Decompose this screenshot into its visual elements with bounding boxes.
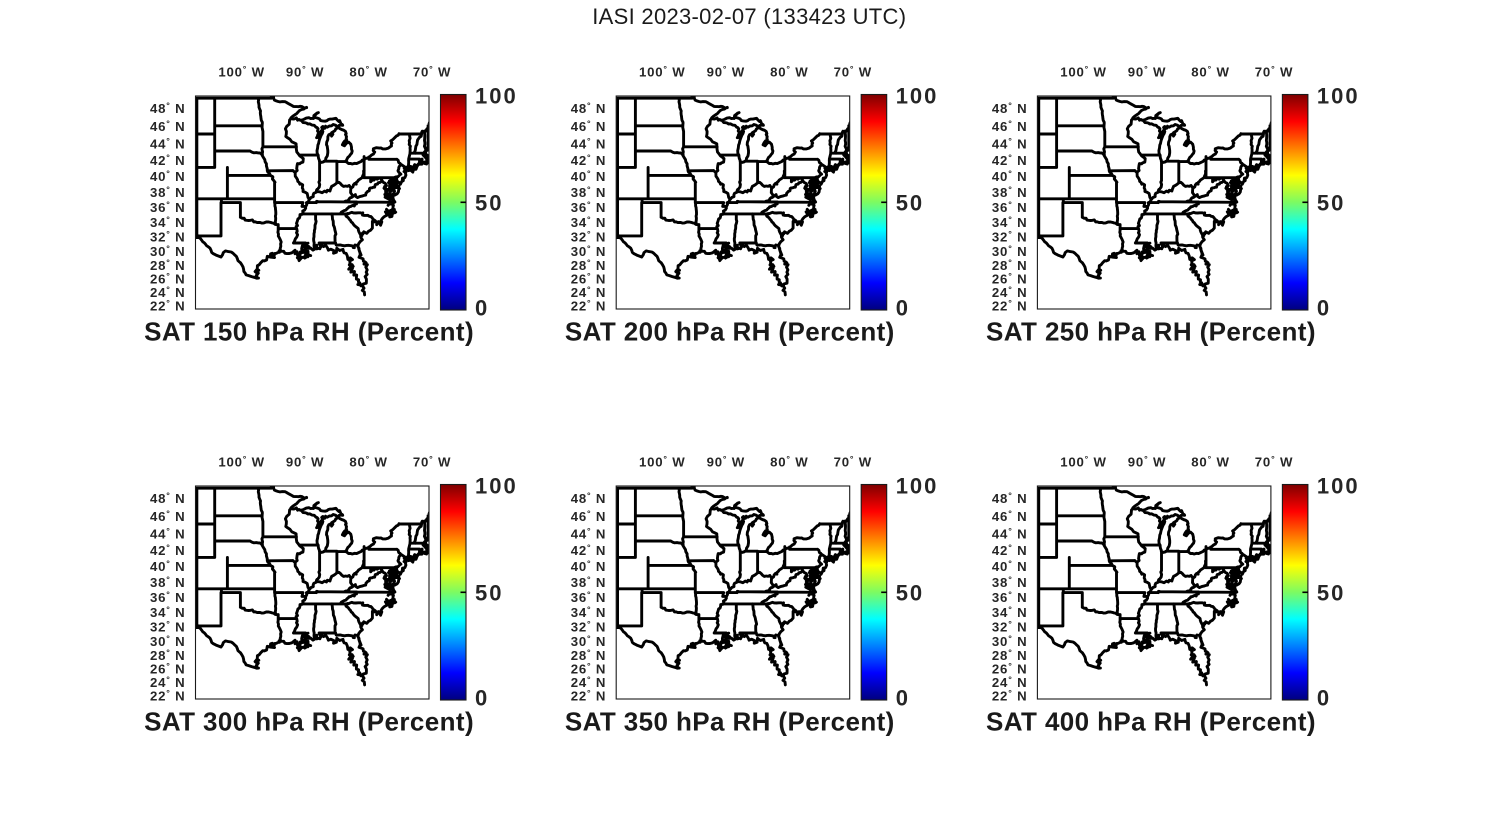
svg-text:SAT 250 hPa RH (Percent): SAT 250 hPa RH (Percent)	[986, 317, 1316, 347]
svg-text:SAT 350 hPa RH (Percent): SAT 350 hPa RH (Percent)	[565, 707, 895, 737]
svg-text:IASI 2023-02-07 (133423 UTC): IASI 2023-02-07 (133423 UTC)	[592, 4, 906, 29]
svg-text:SAT 400 hPa RH (Percent): SAT 400 hPa RH (Percent)	[986, 707, 1316, 737]
svg-text:SAT 150 hPa RH (Percent): SAT 150 hPa RH (Percent)	[144, 317, 474, 347]
svg-text:SAT 300 hPa RH (Percent): SAT 300 hPa RH (Percent)	[144, 707, 474, 737]
svg-text:SAT 200 hPa RH (Percent): SAT 200 hPa RH (Percent)	[565, 317, 895, 347]
